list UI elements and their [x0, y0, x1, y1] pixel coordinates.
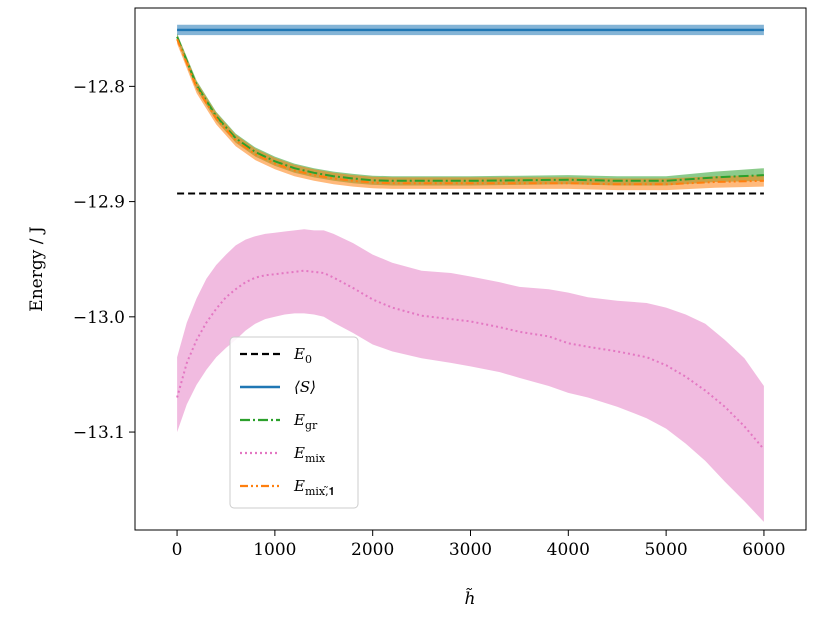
x-tick-label: 2000 [351, 540, 394, 560]
y-tick-label: −13.0 [73, 308, 125, 328]
band-e-mix-1 [177, 34, 764, 191]
x-tick-label: 5000 [644, 540, 687, 560]
legend-label: Emix,̃𝟏 [293, 477, 335, 498]
band-e-mix [177, 229, 764, 522]
legend-label: E0 [293, 345, 312, 366]
y-tick-label: −12.9 [73, 193, 125, 213]
x-axis-label: h̃ [465, 588, 476, 609]
legend-item--s-: ⟨S⟩ [240, 378, 316, 396]
series-lines [176, 28, 765, 450]
legend: E0 ⟨S⟩ Egr Emix Emix,̃𝟏 [229, 336, 359, 509]
legend-label: Emix [293, 444, 326, 465]
legend-item-e-mix-1: Emix,̃𝟏 [240, 477, 335, 498]
x-tick-label: 0 [172, 540, 183, 560]
series-line-e-mix [176, 269, 765, 450]
legend-label: Egr [293, 411, 318, 432]
series-line-e-gr [176, 36, 764, 182]
series-line-e-mix-1 [176, 38, 764, 186]
legend-item-e-mix: Emix [240, 444, 326, 465]
legend-box [229, 336, 359, 509]
y-axis: −12.8 −12.9 −13.0 −13.1 [73, 77, 135, 443]
legend-item-e-gr: Egr [240, 411, 318, 432]
y-tick-label: −12.8 [73, 77, 125, 97]
legend-item-e0: E0 [240, 345, 312, 366]
y-axis-label: Energy / J [27, 226, 47, 312]
x-tick-label: 6000 [742, 540, 785, 560]
x-tick-label: 1000 [253, 540, 296, 560]
x-tick-label: 3000 [449, 540, 492, 560]
x-tick-label: 4000 [547, 540, 590, 560]
y-tick-label: −13.1 [73, 423, 125, 443]
x-axis: 0 1000 2000 3000 4000 5000 6000 [172, 530, 786, 560]
legend-label: ⟨S⟩ [294, 378, 316, 396]
